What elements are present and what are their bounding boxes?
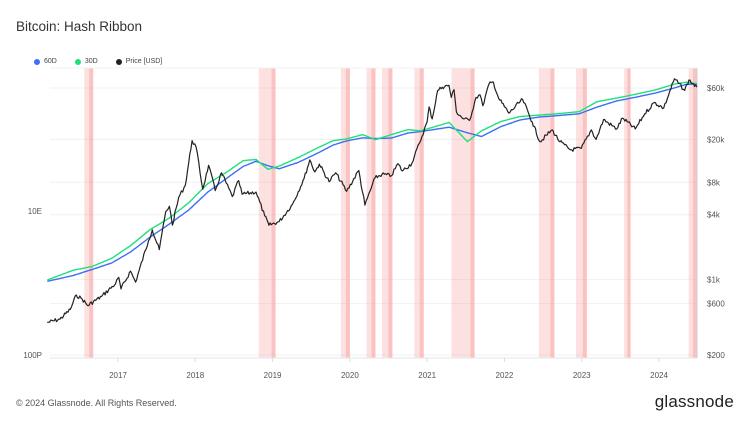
hash-rate-30d-line xyxy=(47,81,697,281)
capitulation-band-core xyxy=(419,68,424,358)
x-axis-tick-label: 2022 xyxy=(496,371,514,380)
legend-item-price[interactable]: Price [USD] xyxy=(115,58,163,65)
capitulation-band-core xyxy=(692,68,697,358)
right-axis-tick-label: $8k xyxy=(707,178,721,187)
capitulation-band-core xyxy=(627,68,631,358)
legend-dot-icon xyxy=(34,58,40,65)
capitulation-band-core xyxy=(345,68,350,358)
capitulation-band-core xyxy=(470,68,475,358)
capitulation-band-core xyxy=(271,68,276,358)
x-axis-tick-label: 2021 xyxy=(418,371,436,380)
x-axis-tick-label: 2017 xyxy=(109,371,127,380)
legend-item-60d[interactable]: 60D xyxy=(34,58,57,65)
capitulation-band-core xyxy=(388,68,393,358)
capitulation-band xyxy=(382,68,393,358)
chart-title: Bitcoin: Hash Ribbon xyxy=(16,19,143,34)
capitulation-band-core xyxy=(550,68,555,358)
capitulation-band xyxy=(688,68,697,358)
capitulation-band xyxy=(340,68,350,358)
left-axis-tick-label: 10E xyxy=(28,207,42,216)
left-axis-tick-label: 100P xyxy=(23,351,42,360)
capitulation-band xyxy=(366,68,376,358)
x-axis-tick-label: 2024 xyxy=(650,371,668,380)
capitulation-band xyxy=(414,68,424,358)
right-axis-tick-label: $1k xyxy=(707,276,721,285)
capitulation-band-core xyxy=(582,68,587,358)
legend-dot-icon xyxy=(74,58,81,65)
glassnode-logo: glassnode xyxy=(654,392,734,411)
capitulation-band xyxy=(258,68,276,358)
capitulation-band xyxy=(575,68,587,358)
legend-dot-icon xyxy=(115,58,122,65)
price-line xyxy=(47,78,698,324)
legend-label: 60D xyxy=(44,58,57,65)
capitulation-band-core xyxy=(89,68,94,358)
capitulation-band-core xyxy=(371,68,376,358)
x-axis-tick-label: 2020 xyxy=(341,371,359,380)
x-axis-tick-label: 2018 xyxy=(186,371,204,380)
x-axis-tick-label: 2019 xyxy=(264,371,282,380)
legend-label: Price [USD] xyxy=(125,58,163,65)
legend-label: 30D xyxy=(84,58,98,65)
right-axis-tick-label: $600 xyxy=(707,300,725,309)
right-axis-tick-label: $20k xyxy=(707,135,725,144)
capitulation-band xyxy=(84,68,94,358)
copyright: © 2024 Glassnode. All Rights Reserved. xyxy=(16,398,177,408)
legend: 60D 30D Price [USD] xyxy=(34,58,162,65)
x-axis-tick-label: 2023 xyxy=(573,371,591,380)
legend-item-30d[interactable]: 30D xyxy=(74,58,98,65)
right-axis-tick-label: $200 xyxy=(707,351,725,360)
right-axis-tick-label: $60k xyxy=(707,84,725,93)
right-axis-tick-label: $4k xyxy=(707,211,721,220)
